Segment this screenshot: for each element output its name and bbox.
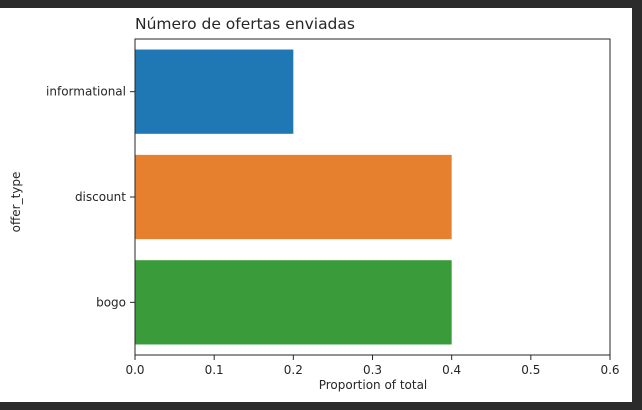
x-axis-label: Proportion of total [319, 378, 428, 392]
y-axis-label: offer_type [9, 172, 23, 233]
chart-canvas: Número de ofertas enviadas Proportion of… [0, 8, 632, 402]
x-tick-label: 0.0 [125, 363, 144, 377]
bar-bogo [135, 260, 452, 345]
plot-area: informational discount bogo 0.0 0.1 0.2 0.3 0.4… [46, 38, 620, 377]
chart-title: Número de ofertas enviadas [135, 15, 355, 33]
bar-discount [135, 154, 452, 240]
bar-chart: Número de ofertas enviadas Proportion of… [9, 15, 620, 392]
plot-frame [134, 38, 611, 356]
x-tick-label: 0.6 [600, 363, 619, 377]
x-tick-label: 0.1 [205, 363, 224, 377]
x-tick-label: 0.3 [363, 363, 382, 377]
x-tick-label: 0.2 [284, 363, 303, 377]
y-tick-label: informational [46, 85, 126, 99]
x-tick-label: 0.4 [442, 363, 461, 377]
y-tick-label: bogo [96, 295, 126, 309]
x-tick-label: 0.5 [521, 363, 540, 377]
bar-informational [135, 49, 294, 134]
y-tick-label: discount [75, 190, 126, 204]
